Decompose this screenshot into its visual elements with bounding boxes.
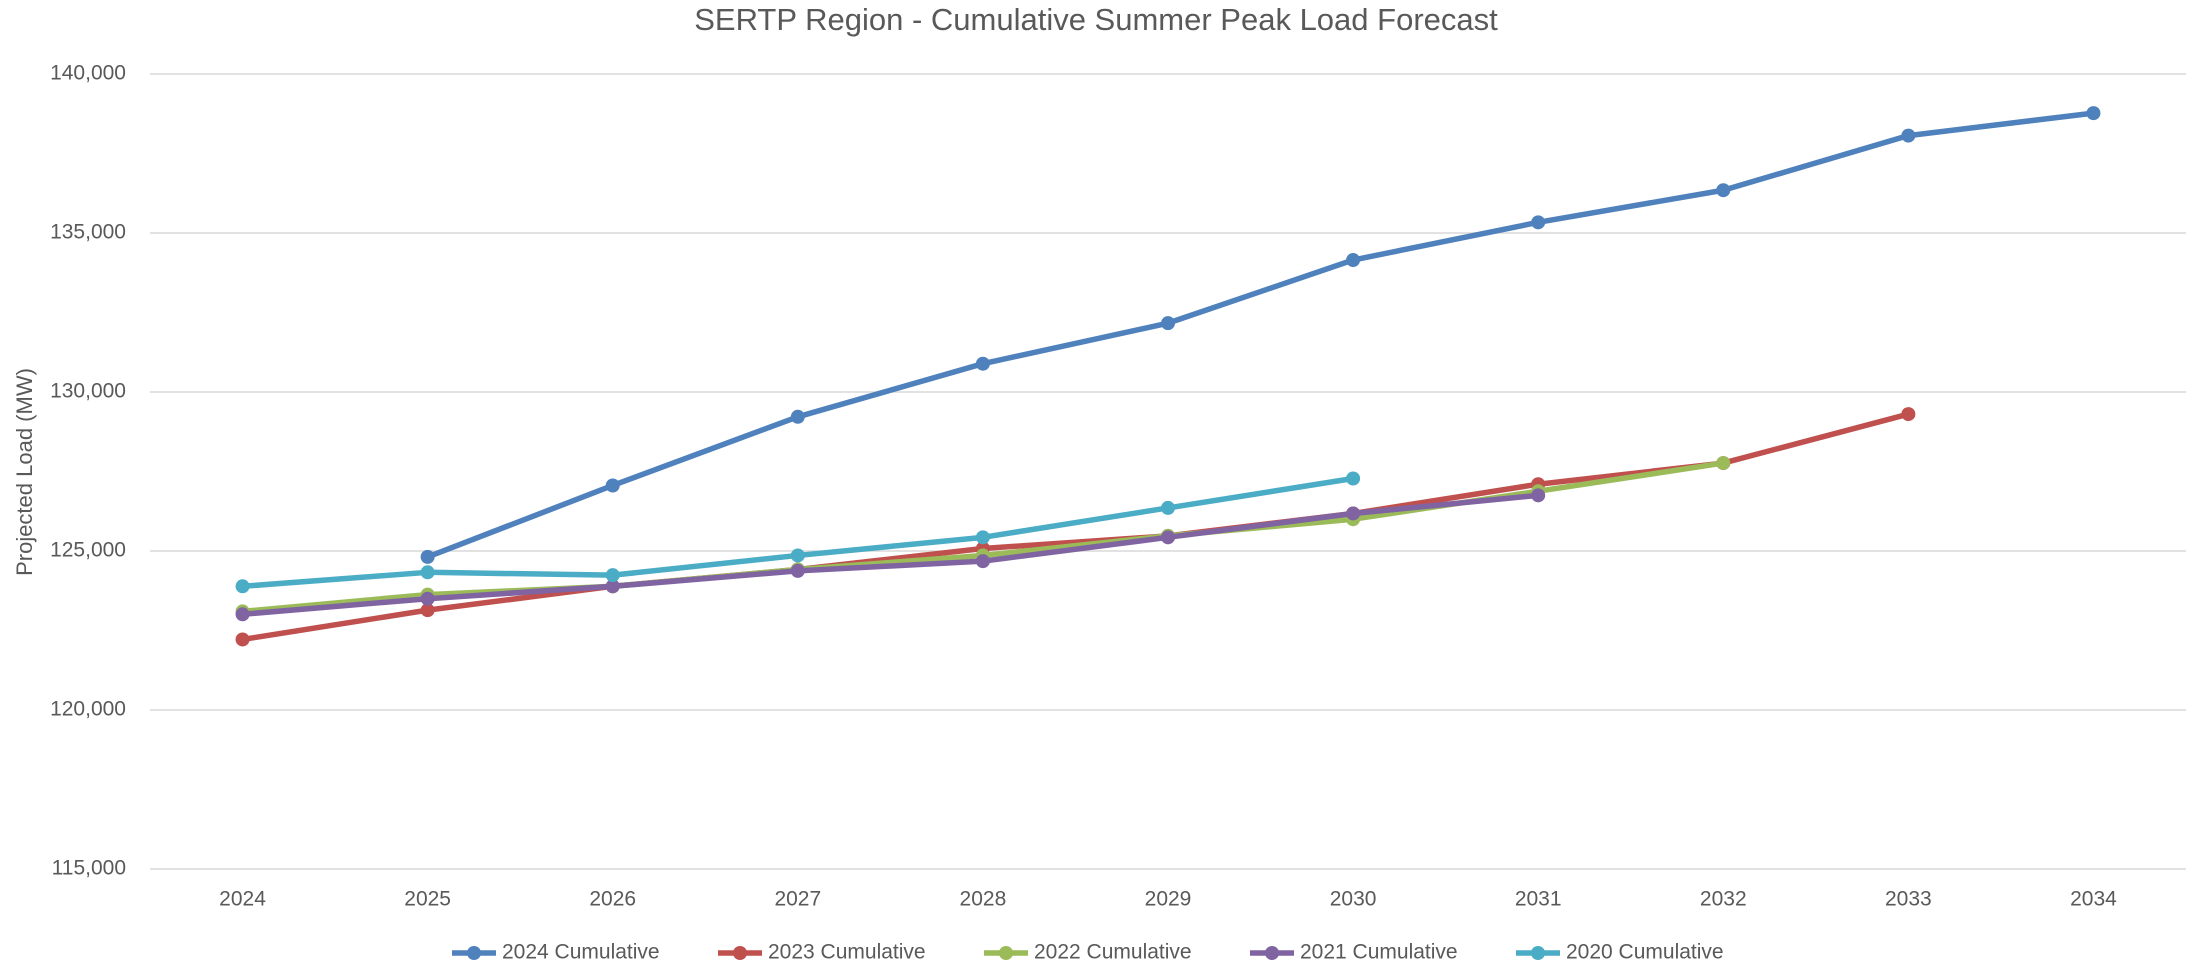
series-marker: [1716, 456, 1731, 471]
series-marker: [1346, 253, 1361, 268]
x-tick-label: 2028: [960, 888, 1007, 911]
series-marker: [1531, 215, 1546, 230]
x-tick-label: 2034: [2070, 888, 2117, 911]
chart-title: SERTP Region - Cumulative Summer Peak Lo…: [694, 2, 1498, 37]
x-tick-label: 2029: [1145, 888, 1192, 911]
y-tick-label: 125,000: [50, 539, 126, 562]
y-tick-label: 120,000: [50, 698, 126, 721]
x-tick-label: 2026: [589, 888, 636, 911]
series-marker: [1161, 500, 1175, 515]
series-marker: [1161, 530, 1175, 545]
x-tick-label: 2024: [219, 888, 266, 911]
y-tick-label: 115,000: [52, 857, 126, 880]
series-marker: [790, 563, 805, 578]
series-marker: [1161, 316, 1175, 331]
x-tick-label: 2031: [1515, 888, 1562, 911]
series-marker: [420, 549, 435, 564]
legend-marker: [467, 946, 481, 960]
legend-label: 2020 Cumulative: [1566, 941, 1724, 964]
series-marker: [420, 565, 435, 580]
series-marker: [975, 554, 990, 569]
series-marker: [605, 478, 620, 493]
y-tick-label: 135,000: [50, 221, 126, 244]
y-tick-label: 130,000: [50, 380, 126, 403]
series-marker: [1901, 407, 1916, 422]
series-marker: [235, 607, 250, 622]
series-line: [426, 110, 2094, 560]
series-marker: [1531, 488, 1546, 503]
x-tick-label: 2030: [1330, 888, 1377, 911]
y-tick-label: 140,000: [50, 62, 126, 85]
legend-marker: [1531, 946, 1545, 960]
series-marker: [1346, 471, 1361, 486]
series-marker: [975, 356, 990, 371]
y-axis-label: Projected Load (MW): [12, 368, 37, 576]
series-marker: [790, 548, 805, 563]
series-marker: [975, 530, 990, 545]
series-marker: [1716, 183, 1731, 198]
legend-label: 2021 Cumulative: [1300, 941, 1458, 964]
legend-marker: [733, 946, 747, 960]
x-tick-label: 2027: [774, 888, 821, 911]
x-tick-label: 2025: [404, 888, 451, 911]
legend-marker: [1265, 946, 1279, 960]
series-line: [242, 492, 1539, 618]
legend-label: 2024 Cumulative: [502, 941, 660, 964]
series-marker: [235, 632, 250, 647]
series-marker: [420, 603, 435, 618]
series-line: [242, 411, 1910, 643]
series-marker: [420, 591, 435, 606]
series-marker: [605, 579, 620, 594]
legend-label: 2022 Cumulative: [1034, 941, 1192, 964]
series-marker: [1346, 506, 1361, 521]
series-marker: [605, 568, 620, 583]
legend-label: 2023 Cumulative: [768, 941, 926, 964]
x-tick-label: 2032: [1700, 888, 1747, 911]
legend-marker: [999, 946, 1013, 960]
series-marker: [235, 579, 250, 594]
series-marker: [2086, 106, 2101, 121]
series-marker: [1901, 128, 1916, 143]
series-marker: [790, 409, 805, 424]
x-tick-label: 2033: [1885, 888, 1932, 911]
